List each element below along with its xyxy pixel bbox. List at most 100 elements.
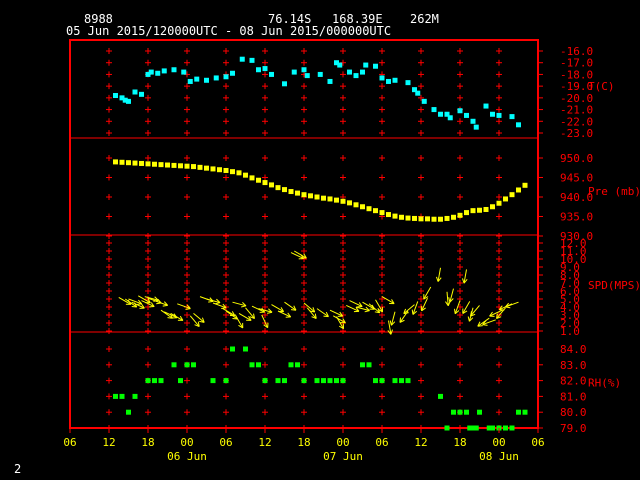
wind-arrow-shaft [118,296,132,305]
y-tick-label: 950.0 [560,152,593,165]
y-tick-label: 4.0 [560,301,580,314]
humidity-point [444,425,450,431]
pressure-point [496,200,502,206]
temperature-point [249,57,255,63]
y-tick-label: 84.0 [560,343,587,356]
y-tick-label: 82.0 [560,375,587,388]
pressure-point [139,160,144,166]
humidity-point [152,378,157,384]
wind-arrow-head [221,307,227,310]
x-tick-label: 06 [531,436,544,449]
pressure-point [425,216,430,222]
temperature-point [269,71,274,77]
wind-arrow-head [201,317,205,323]
wind-arrow [420,297,428,312]
wind-arrow-head [185,308,191,310]
wind-arrow-head [470,311,472,317]
temperature-point [181,69,187,75]
wind-arrow [245,307,255,319]
wind-arrow-head [411,309,414,315]
wind-arrow-head [222,303,227,309]
y-tick-label: -20.0 [560,92,593,105]
temperature-point [438,111,443,117]
wind-arrow-shaft [160,309,173,319]
wind-arrow-head [167,317,173,319]
temperature-point [145,71,151,77]
pressure-point [152,161,157,167]
wind-arrow [277,310,292,318]
pressure-point [230,169,235,175]
wind-arrow-head [469,317,474,322]
pressure-point [412,215,417,221]
wind-arrow-head [412,310,418,315]
humidity-point [119,393,125,399]
pressure-point [321,195,326,201]
y-tick-label: -16.0 [560,45,593,58]
wind-arrow-head [248,315,252,321]
temperature-point [139,91,144,97]
y-tick-label: 930.0 [560,230,593,243]
pressure-point [145,161,151,167]
humidity-point [503,425,508,431]
pressure-point [399,214,404,220]
wind-arrow-head [216,298,221,303]
pressure-point [503,196,508,202]
wind-arrow-head [463,278,468,284]
y-tick-label: 8.0 [560,269,580,282]
wind-arrow-shaft [423,286,432,300]
pressure-point [158,162,164,168]
pressure-point [301,192,307,198]
temperature-point [230,70,235,76]
chart-header: 8988 76.14S 168.39E 262M 05 Jun 2015/120… [0,0,640,40]
wind-arrow [235,315,244,329]
temperature-point [490,111,495,117]
wind-arrow-shaft [138,295,151,304]
pressure-point [392,213,398,219]
temperature-point [412,87,417,93]
wind-arrow-head [496,313,498,319]
wind-arrow-head [421,307,426,312]
wind-arrow [470,305,480,317]
wind-arrow-head [314,313,317,319]
humidity-point [366,362,372,368]
wind-arrow-shaft [177,303,191,310]
pressure-point [269,182,274,188]
wind-arrow [336,316,344,330]
temperature-point [516,122,521,128]
wind-arrow [411,301,419,315]
temperature-point [470,118,476,124]
station-lat: 76.14S [268,12,312,26]
humidity-point [132,393,138,399]
wind-arrow-head [338,325,344,330]
humidity-point [340,378,346,384]
temperature-point [373,63,378,69]
humidity-point [249,362,255,368]
wind-arrow-head [489,311,493,317]
humidity-point [314,378,320,384]
wind-arrow-shaft [437,267,441,282]
x-tick-label: 12 [258,436,271,449]
wind-arrow-shaft [164,311,178,319]
temperature-point [360,69,365,75]
wind-arrow [461,269,468,284]
wind-arrow [349,300,363,308]
humidity-point [373,378,378,384]
wind-arrow-head [391,321,396,326]
temperature-point [119,95,125,101]
humidity-point [392,378,398,384]
pressure-point [438,216,443,222]
x-day-label: 08 Jun [479,450,519,463]
temperature-point [509,114,515,120]
pressure-point [334,197,339,203]
wind-arrow-shaft [124,298,138,308]
y-tick-label: 12.0 [560,237,587,250]
grid-crosses [106,48,502,136]
humidity-point [158,378,164,384]
pressure-point [353,202,359,208]
temperature-point [155,70,161,76]
wind-arrow-shaft [482,319,496,326]
humidity-point [438,393,443,399]
y-tick-label: 9.0 [560,261,580,274]
pressure-point [178,163,183,169]
humidity-point [262,378,268,384]
